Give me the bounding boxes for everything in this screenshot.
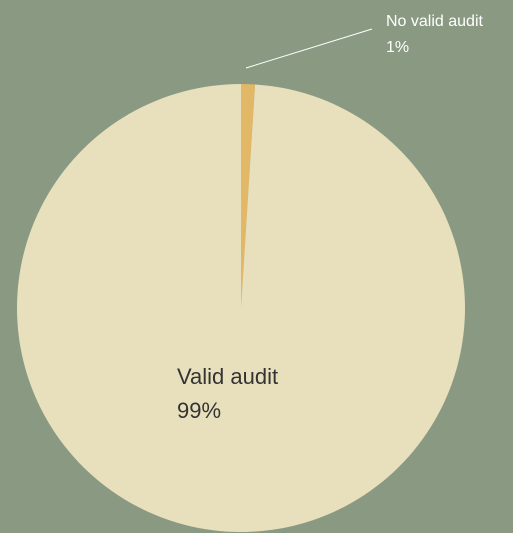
slice-value-label: 1% (386, 39, 409, 56)
slice-label: No valid audit (386, 13, 484, 30)
leader-line (245, 28, 373, 69)
pie-slice (16, 84, 465, 533)
slice-value-label: 99% (177, 398, 221, 423)
slice-label: Valid audit (177, 364, 278, 389)
pie-slice (241, 84, 256, 308)
